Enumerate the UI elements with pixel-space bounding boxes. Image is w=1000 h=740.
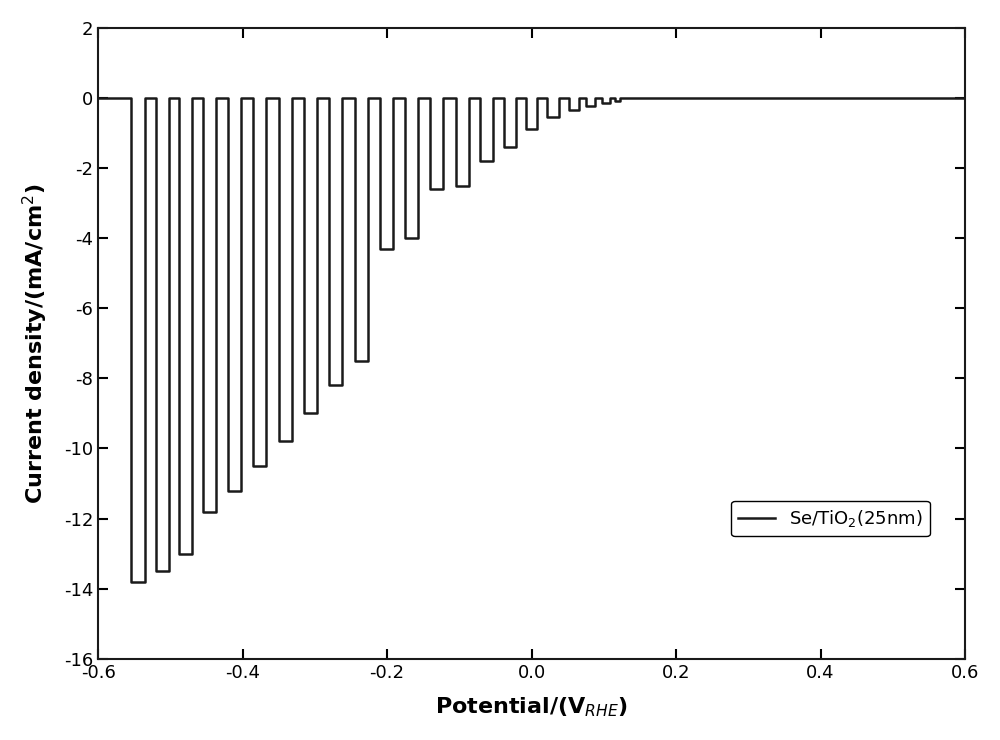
- Se/TiO$_2$(25nm): [959, 93, 971, 102]
- X-axis label: Potential/(V$_{{RHE}}$): Potential/(V$_{{RHE}}$): [435, 696, 628, 719]
- Se/TiO$_2$(25nm): [614, 93, 626, 102]
- Se/TiO$_2$(25nm): [186, 93, 198, 102]
- Se/TiO$_2$(25nm): [580, 93, 592, 102]
- Se/TiO$_2$(25nm): [125, 577, 137, 586]
- Se/TiO$_2$(25nm): [619, 93, 631, 102]
- Legend: Se/TiO$_2$(25nm): Se/TiO$_2$(25nm): [731, 501, 930, 536]
- Y-axis label: Current density/(mA/cm$^2$): Current density/(mA/cm$^2$): [21, 183, 50, 503]
- Se/TiO$_2$(25nm): [92, 93, 104, 102]
- Se/TiO$_2$(25nm): [260, 93, 272, 102]
- Line: Se/TiO$_2$(25nm): Se/TiO$_2$(25nm): [98, 98, 965, 582]
- Se/TiO$_2$(25nm): [247, 462, 259, 471]
